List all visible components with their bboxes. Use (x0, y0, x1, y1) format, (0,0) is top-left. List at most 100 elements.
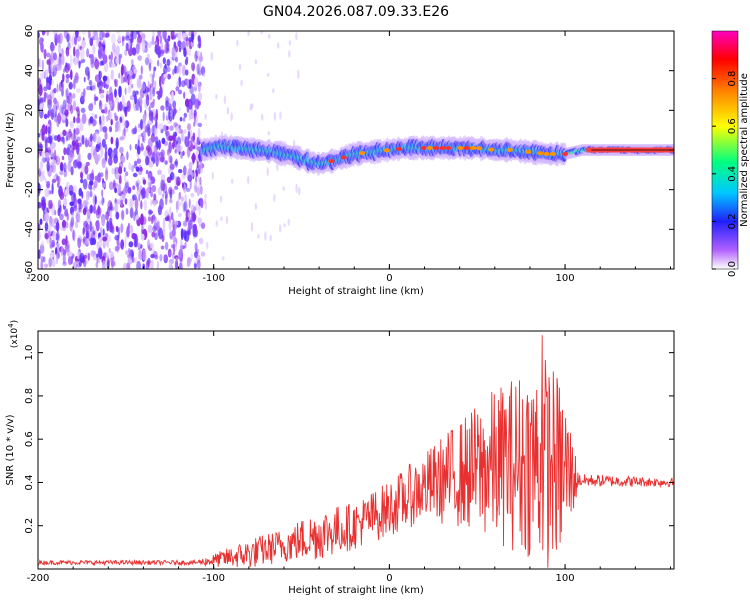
noise-speckle (88, 103, 94, 112)
noise-speckle (38, 230, 41, 242)
noise-speckle (122, 119, 127, 129)
noise-speckle (120, 199, 124, 205)
noise-speckle (44, 178, 47, 184)
noise-speckle (137, 248, 143, 261)
noise-speckle (251, 103, 254, 110)
noise-speckle (165, 100, 169, 112)
noise-speckle (125, 35, 130, 41)
noise-speckle (169, 231, 173, 239)
noise-speckle (127, 255, 133, 265)
noise-speckle (38, 183, 41, 194)
noise-speckle (141, 33, 146, 40)
noise-speckle (46, 31, 49, 36)
noise-speckle (183, 183, 187, 194)
noise-speckle (168, 251, 172, 258)
noise-speckle (103, 61, 109, 73)
noise-speckle (135, 214, 139, 220)
noise-speckle (178, 76, 181, 88)
noise-speckle (238, 63, 242, 71)
noise-speckle (121, 94, 125, 105)
noise-speckle (51, 178, 57, 184)
noise-speckle (182, 150, 185, 156)
noise-speckle (178, 47, 182, 53)
noise-speckle (267, 131, 270, 136)
ridge-peak (445, 146, 452, 150)
noise-speckle (65, 235, 68, 246)
noise-speckle (51, 239, 55, 248)
noise-speckle (283, 223, 286, 228)
noise-speckle (53, 135, 59, 141)
noise-speckle (198, 160, 203, 170)
noise-speckle (273, 111, 277, 121)
noise-speckle (61, 219, 67, 228)
noise-speckle (65, 49, 70, 57)
noise-speckle (154, 254, 159, 260)
noise-speckle (80, 91, 85, 103)
noise-speckle (56, 115, 60, 128)
noise-speckle (187, 48, 191, 57)
noise-speckle (56, 175, 59, 183)
noise-speckle (82, 178, 88, 190)
noise-speckle (168, 105, 172, 111)
ridge-peak (488, 147, 495, 152)
noise-speckle (41, 131, 45, 142)
noise-speckle (171, 244, 176, 249)
noise-speckle (225, 215, 229, 225)
noise-speckle (58, 64, 62, 71)
noise-speckle (51, 133, 55, 140)
noise-speckle (77, 152, 81, 161)
noise-speckle (70, 54, 73, 66)
noise-speckle (79, 202, 83, 210)
noise-speckle (65, 181, 70, 190)
ridge-peak (457, 146, 464, 150)
spectrogram-y-axis-label: Frequency (Hz) (5, 112, 16, 188)
noise-speckle (240, 79, 243, 87)
noise-speckle (191, 33, 194, 43)
noise-speckle (81, 191, 84, 199)
noise-speckle (44, 138, 48, 151)
snr-y-tick-label: 0.4 (24, 475, 35, 491)
noise-speckle (109, 251, 114, 258)
noise-speckle (171, 228, 176, 237)
noise-speckle (118, 72, 121, 79)
noise-speckle (44, 232, 49, 240)
noise-speckle (140, 142, 144, 152)
noise-speckle (94, 74, 100, 83)
noise-speckle (158, 123, 164, 130)
noise-speckle (106, 115, 109, 122)
noise-speckle (120, 74, 124, 85)
colorbar-tick-label: 0.8 (727, 71, 738, 87)
noise-speckle (89, 133, 93, 142)
noise-speckle (168, 151, 170, 163)
noise-speckle (175, 65, 180, 74)
noise-speckle (127, 248, 131, 255)
noise-speckle (99, 46, 104, 52)
noise-speckle (67, 92, 73, 105)
noise-speckle (149, 90, 153, 101)
noise-speckle (157, 169, 162, 176)
noise-speckle (51, 79, 55, 86)
noise-speckle (186, 258, 190, 268)
noise-speckle (62, 129, 67, 136)
noise-speckle (40, 260, 44, 269)
noise-speckle (184, 69, 189, 76)
noise-speckle (183, 112, 187, 118)
noise-speckle (73, 133, 76, 143)
noise-speckle (88, 180, 94, 186)
noise-speckle (117, 183, 122, 194)
noise-speckle (38, 249, 41, 260)
noise-speckle (48, 257, 53, 268)
noise-speckle (148, 110, 154, 121)
noise-speckle (117, 226, 121, 238)
noise-speckle (77, 44, 80, 51)
snr-y-tick-label: 0.6 (24, 431, 35, 447)
snr-frame (37, 330, 675, 570)
noise-speckle (269, 234, 272, 242)
noise-speckle (147, 41, 152, 49)
noise-speckle (100, 89, 105, 94)
noise-speckle (57, 134, 61, 143)
noise-speckle (56, 219, 59, 229)
noise-speckle (168, 135, 174, 142)
noise-speckle (39, 161, 43, 172)
colorbar-label: Normalized spectral amplitude (739, 73, 750, 227)
